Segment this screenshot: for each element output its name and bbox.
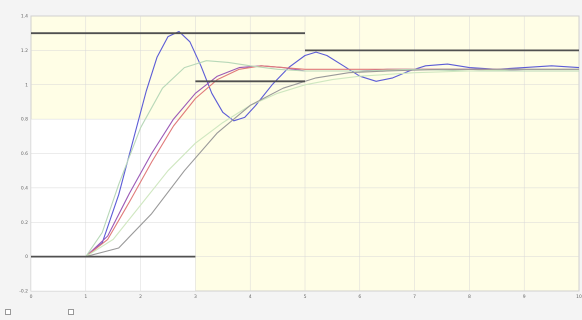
y-tick-label: 1	[25, 82, 28, 88]
x-tick-label: 7	[413, 294, 416, 300]
series-line-4	[31, 60, 579, 258]
x-tick-label: 9	[523, 294, 526, 300]
series-line-5	[31, 68, 579, 258]
y-tick-label: -0.2	[19, 289, 28, 295]
y-tick-label: 0.8	[21, 117, 28, 123]
y-tick-label: 1.4	[21, 14, 28, 20]
checkbox-icon[interactable]	[5, 309, 11, 315]
y-tick-label: 1.2	[21, 48, 28, 54]
status-item-2[interactable]	[68, 309, 76, 316]
y-tick-label: 0.6	[21, 151, 28, 157]
x-tick-label: 4	[249, 294, 252, 300]
series-line-3	[31, 65, 579, 258]
series-line-1	[31, 30, 580, 258]
series-line-6	[31, 68, 579, 258]
y-tick-label: 0	[25, 254, 28, 260]
status-bar	[0, 307, 582, 320]
y-tick-label: 0.2	[21, 220, 28, 226]
plot-white-region	[31, 119, 196, 291]
x-tick-label: 2	[139, 294, 142, 300]
x-tick-label: 6	[358, 294, 361, 300]
x-tick-label: 10	[576, 294, 582, 300]
x-tick-label: 8	[468, 294, 471, 300]
checkbox-icon[interactable]	[68, 309, 74, 315]
x-tick-label: 0	[30, 294, 33, 300]
plot-area: 0 1 2 3 4 5 6 7 8 9 10-0.200.20.40.60.811.21.4	[19, 14, 582, 301]
status-item-1[interactable]	[5, 309, 13, 316]
x-tick-label: 3	[194, 294, 197, 300]
x-tick-label: 1	[84, 294, 87, 300]
y-tick-label: 0.4	[21, 185, 28, 191]
x-tick-label: 5	[304, 294, 307, 300]
